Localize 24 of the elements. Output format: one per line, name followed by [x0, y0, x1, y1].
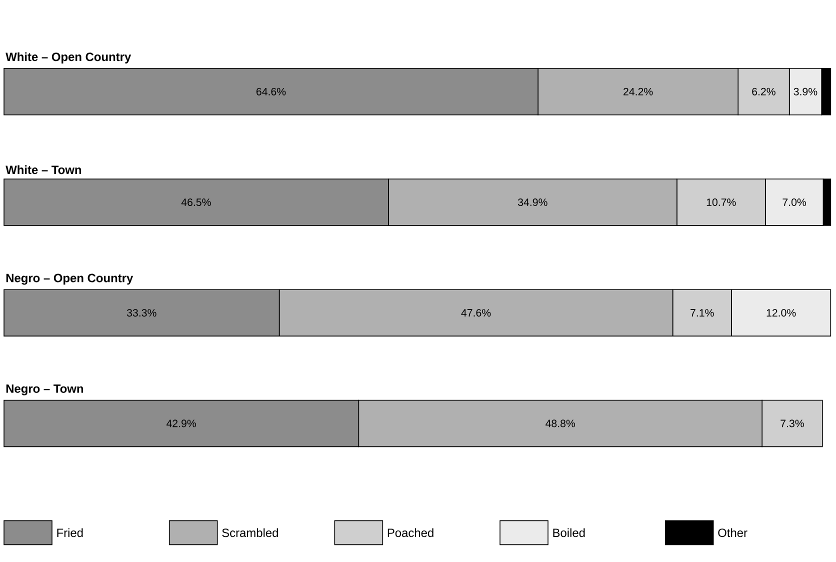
legend-label: Scrambled — [222, 528, 278, 538]
y-tick-label: White – Open Country — [6, 52, 132, 64]
data-label: 34.9% — [518, 198, 548, 206]
legend-label: Fried — [57, 528, 83, 538]
data-label: 46.5% — [181, 198, 211, 206]
y-tick-label: Negro – Town — [6, 384, 84, 396]
data-label: 64.6% — [256, 88, 286, 96]
legend-label: Boiled — [553, 528, 585, 538]
data-label: 12.0% — [766, 309, 796, 317]
data-label: 7.3% — [780, 420, 804, 428]
data-label: 7.0% — [782, 198, 806, 206]
data-label: 48.8% — [546, 420, 576, 428]
data-label: 6.2% — [752, 88, 776, 96]
y-tick-label: White – Town — [6, 165, 82, 174]
data-label: 33.3% — [126, 309, 156, 317]
data-label: 24.2% — [624, 88, 653, 96]
data-label: 47.6% — [461, 309, 491, 317]
legend-label: Poached — [388, 528, 434, 538]
y-tick-label: Negro – Open Country — [6, 274, 134, 285]
data-label: 3.9% — [794, 88, 818, 96]
data-label: 7.1% — [690, 309, 714, 317]
data-label: 42.9% — [166, 420, 196, 428]
legend-label: Other — [718, 528, 748, 538]
data-label: 10.7% — [706, 198, 736, 206]
